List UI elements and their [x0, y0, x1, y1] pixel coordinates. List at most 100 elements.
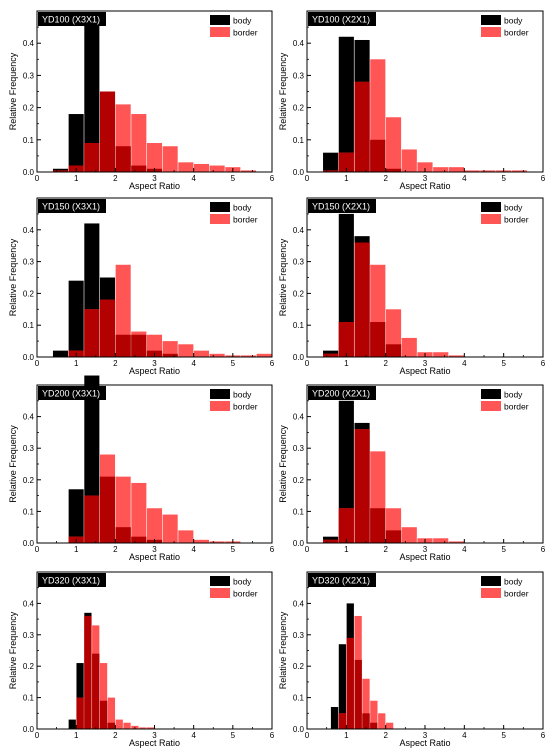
- y-tick-label: 0.2: [293, 476, 305, 485]
- panel-title: YD100 (X3X1): [42, 15, 100, 25]
- overlap-bar: [370, 508, 386, 543]
- panel-title-box: [38, 199, 106, 213]
- border-bar: [448, 355, 465, 357]
- border-bar: [448, 167, 465, 172]
- legend-swatch-body: [481, 389, 501, 399]
- legend-label-border: border: [233, 28, 258, 38]
- y-axis-label: Relative Frequency: [8, 425, 18, 503]
- overlap-bar: [115, 334, 131, 357]
- y-tick-label: 0.0: [23, 353, 35, 362]
- x-tick-label: 4: [462, 359, 467, 368]
- x-tick-label: 5: [501, 174, 506, 183]
- border-bar: [401, 527, 417, 543]
- border-bar: [480, 170, 496, 172]
- chart-panel-3: 0 1 2 3 4 5 6 0.0 0.1 0.2 0.3 0.4 Aspect Ratio Relati…: [8, 197, 275, 376]
- body-bar: [76, 663, 84, 729]
- x-tick-label: 2: [383, 731, 388, 740]
- overlap-bar: [115, 527, 131, 543]
- chart-panel-7: 0 1 2 3 4 5 6 0.0 0.1 0.2 0.3 0.4 Aspect Ratio Relati…: [8, 571, 275, 748]
- panel-title-box: [38, 12, 106, 26]
- body-bar: [338, 400, 354, 543]
- overlap-bar: [338, 508, 354, 543]
- x-tick-label: 5: [231, 545, 236, 554]
- y-tick-label: 0.0: [293, 353, 305, 362]
- x-tick-label: 1: [74, 359, 79, 368]
- y-tick-label: 0.0: [23, 725, 35, 734]
- panel-title: YD200 (X2X1): [312, 389, 370, 399]
- x-tick-label: 5: [231, 731, 236, 740]
- legend-swatch-body: [210, 202, 230, 212]
- legend-label-border: border: [504, 28, 529, 38]
- body-bar: [68, 719, 76, 729]
- x-tick-label: 0: [305, 731, 310, 740]
- x-tick-label: 3: [423, 174, 428, 183]
- overlap-bar: [99, 299, 116, 357]
- legend-swatch-border: [481, 588, 501, 598]
- x-tick-label: 5: [231, 359, 236, 368]
- legend-label-border: border: [233, 215, 258, 225]
- panel-title: YD320 (X2X1): [312, 576, 370, 586]
- border-bar: [464, 170, 480, 172]
- x-tick-label: 6: [541, 174, 546, 183]
- y-tick-label: 0.0: [23, 539, 35, 548]
- y-tick-label: 0.3: [23, 258, 35, 267]
- legend-swatch-border: [481, 401, 501, 411]
- x-tick-label: 0: [305, 174, 310, 183]
- x-tick-label: 2: [113, 731, 118, 740]
- border-bar: [448, 541, 465, 543]
- overlap-bar: [84, 495, 100, 543]
- overlap-bar: [323, 353, 339, 357]
- x-tick-label: 1: [74, 174, 79, 183]
- body-bar: [68, 489, 84, 543]
- overlap-bar: [323, 170, 339, 172]
- x-tick-label: 6: [270, 545, 275, 554]
- overlap-bar: [354, 659, 362, 729]
- y-tick-label: 0.2: [293, 662, 305, 671]
- y-tick-label: 0.2: [293, 289, 305, 298]
- overlap-bar: [385, 344, 402, 357]
- y-tick-label: 0.0: [293, 168, 305, 177]
- x-tick-label: 3: [423, 545, 428, 554]
- x-tick-label: 0: [35, 359, 40, 368]
- x-axis-label: Aspect Ratio: [129, 181, 180, 191]
- x-tick-label: 4: [462, 545, 467, 554]
- y-tick-label: 0.4: [293, 413, 305, 422]
- overlap-bar: [92, 653, 100, 729]
- border-bar: [107, 697, 116, 729]
- border-bar: [256, 353, 272, 357]
- border-bar: [178, 530, 194, 543]
- overlap-bar: [162, 353, 178, 357]
- overlap-bar: [338, 322, 354, 357]
- border-bar: [115, 264, 131, 357]
- y-tick-label: 0.3: [23, 71, 35, 80]
- overlap-bar: [131, 165, 147, 172]
- legend-label-border: border: [504, 402, 529, 412]
- body-bar: [338, 36, 354, 173]
- y-axis-label: Relative Frequency: [8, 52, 18, 130]
- overlap-bar: [338, 713, 347, 729]
- legend-swatch-border: [481, 214, 501, 224]
- x-axis-label: Aspect Ratio: [399, 738, 450, 748]
- overlap-bar: [99, 91, 116, 172]
- legend-swatch-body: [210, 15, 230, 25]
- panel-title-box: [38, 386, 106, 400]
- overlap-bar: [131, 334, 147, 357]
- y-tick-label: 0.1: [23, 136, 35, 145]
- body-bar: [338, 213, 354, 357]
- border-bar: [209, 165, 225, 172]
- body-bar: [84, 23, 100, 172]
- chart-panel-8: 0 1 2 3 4 5 6 0.0 0.1 0.2 0.3 0.4 Aspect Ratio Relati…: [278, 571, 546, 748]
- legend-swatch-body: [210, 576, 230, 586]
- body-bar: [330, 707, 339, 729]
- border-bar: [417, 162, 433, 172]
- x-tick-label: 2: [113, 174, 118, 183]
- chart-panel-4: 0 1 2 3 4 5 6 0.0 0.1 0.2 0.3 0.4 Aspect Ratio Relati…: [278, 197, 546, 376]
- y-tick-label: 0.3: [23, 631, 35, 640]
- overlap-bar: [107, 722, 116, 729]
- border-bar: [193, 350, 210, 357]
- x-tick-label: 2: [113, 545, 118, 554]
- overlap-bar: [115, 146, 131, 172]
- panel-title: YD100 (X2X1): [312, 15, 370, 25]
- overlap-bar: [354, 242, 370, 357]
- panel-title-box: [308, 12, 376, 26]
